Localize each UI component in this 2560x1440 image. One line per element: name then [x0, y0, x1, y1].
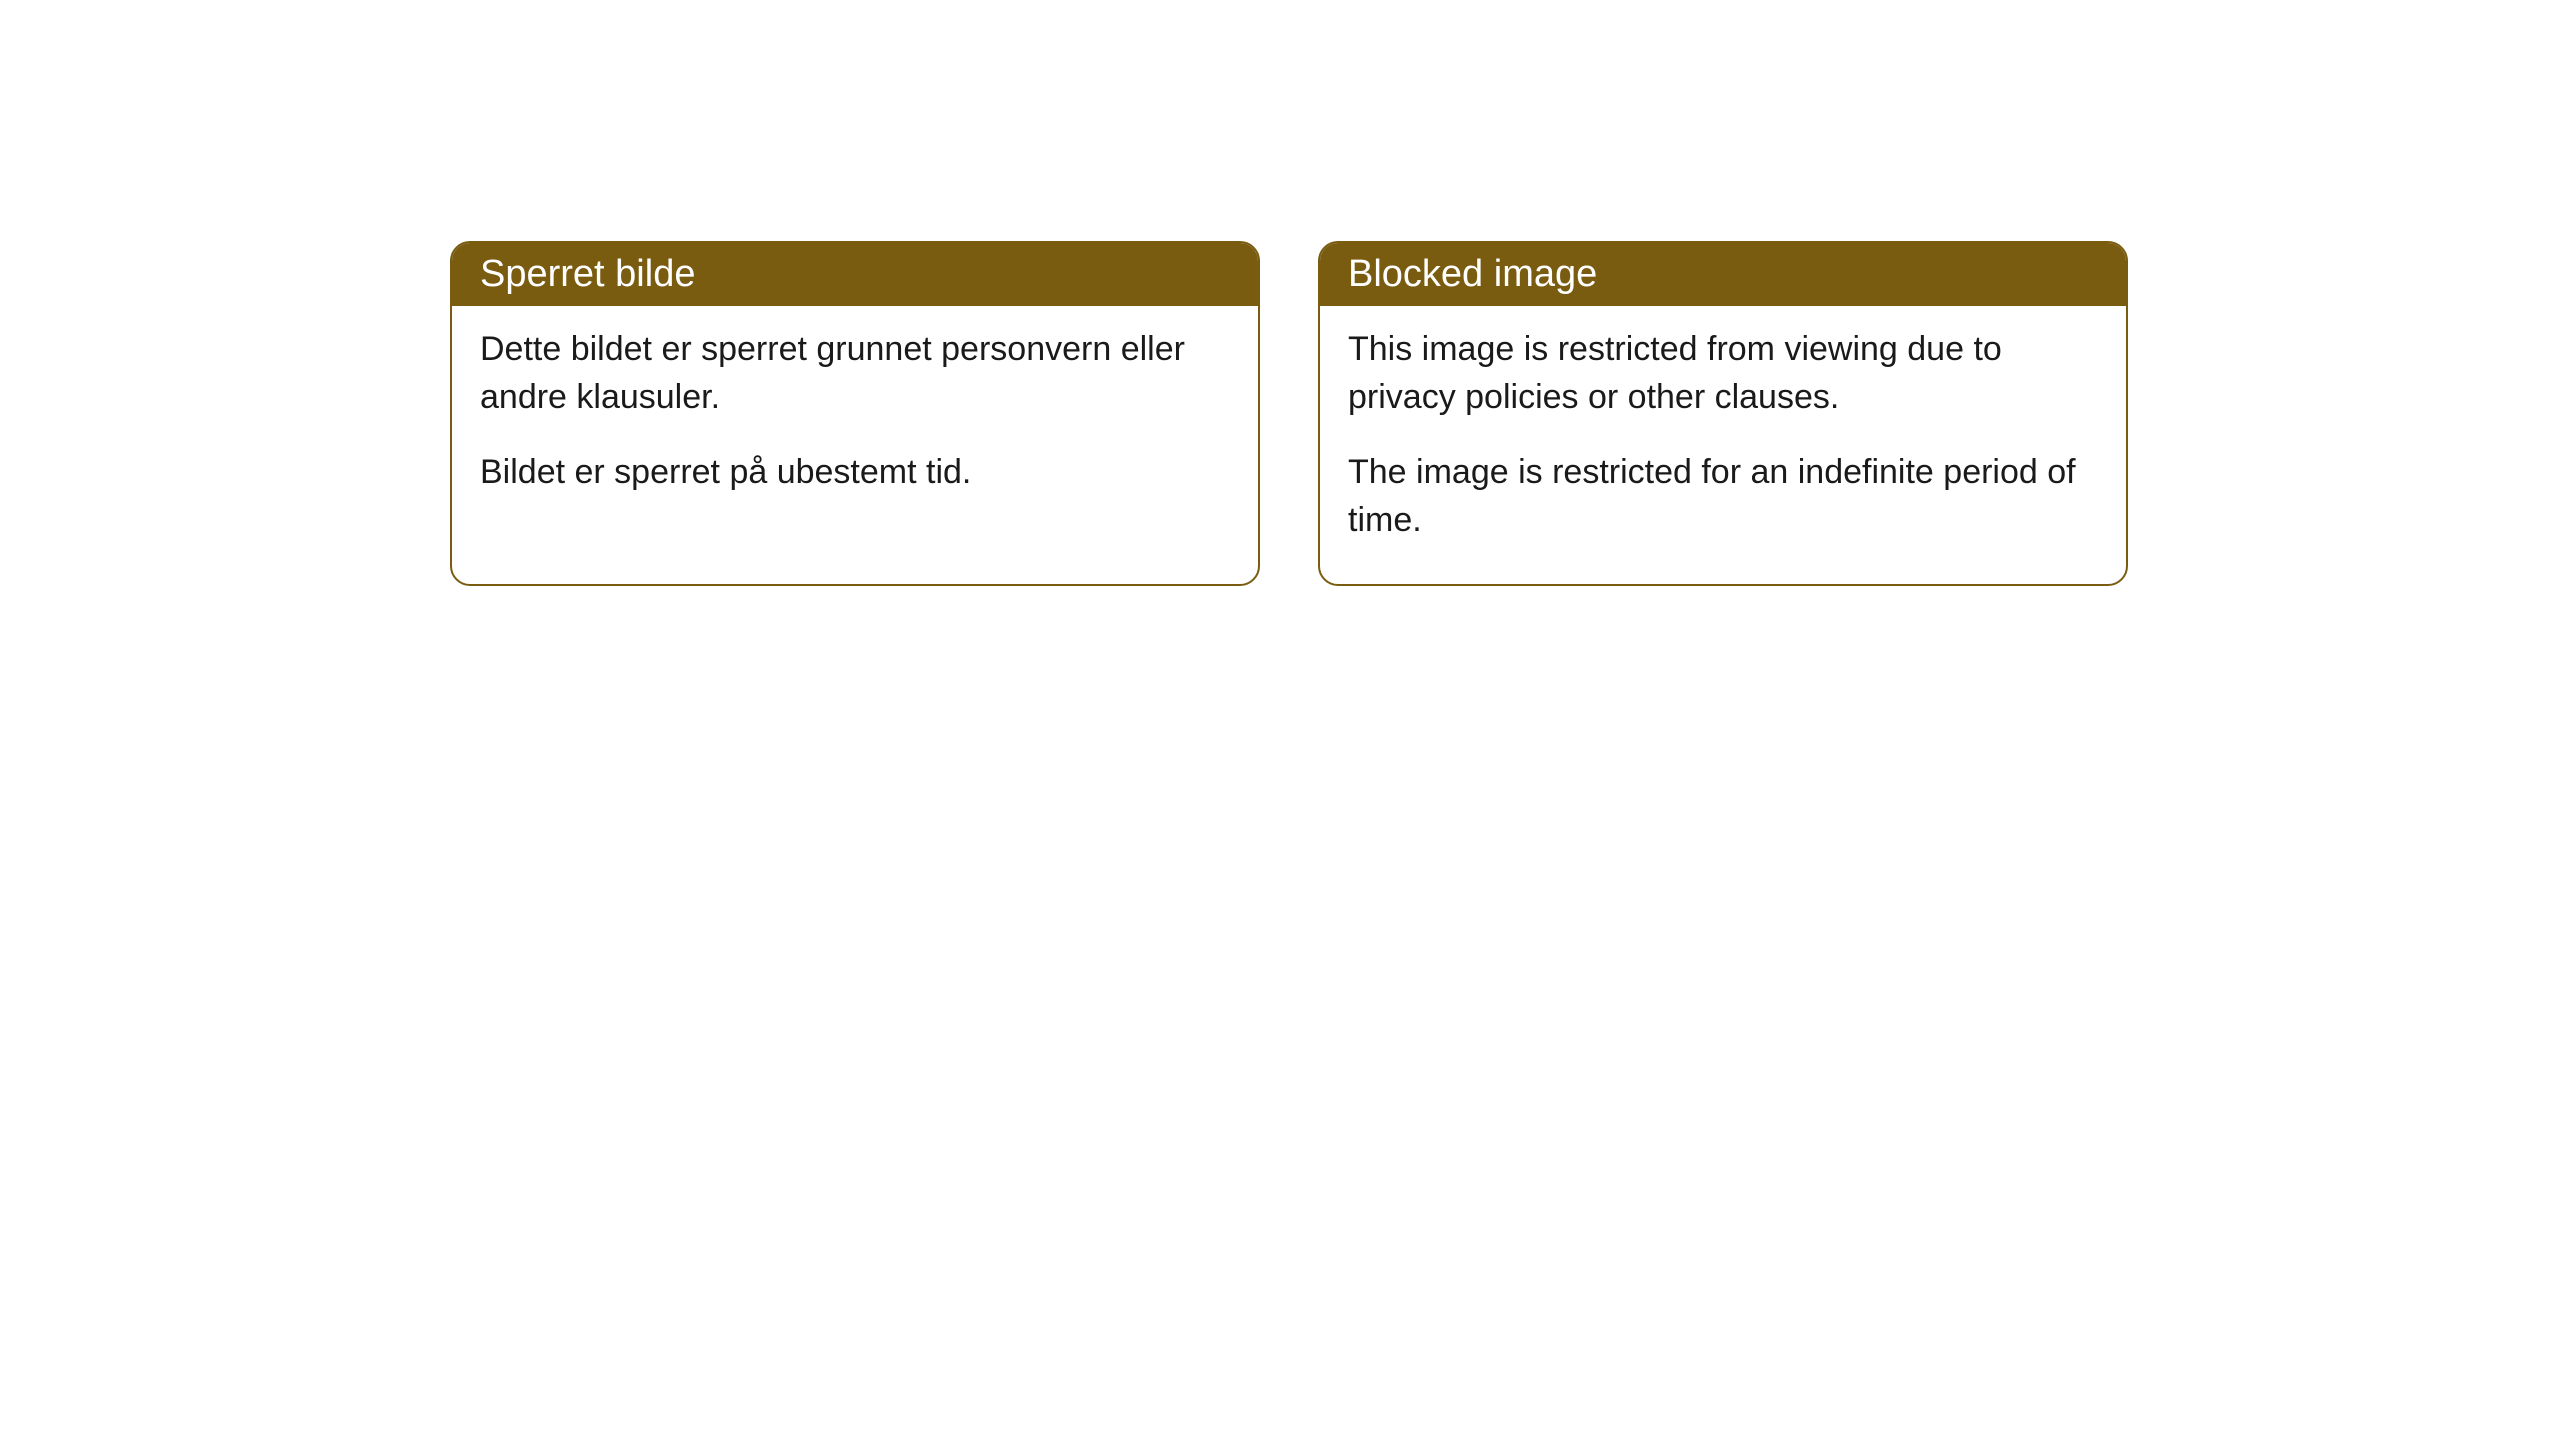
notice-header-norwegian: Sperret bilde — [452, 243, 1258, 306]
notice-title: Blocked image — [1348, 253, 1597, 295]
notice-card-english: Blocked image This image is restricted f… — [1318, 241, 2128, 586]
notice-paragraph: Bildet er sperret på ubestemt tid. — [480, 449, 1230, 497]
notice-title: Sperret bilde — [480, 253, 695, 295]
notice-body-norwegian: Dette bildet er sperret grunnet personve… — [452, 306, 1258, 537]
notice-paragraph: The image is restricted for an indefinit… — [1348, 449, 2098, 544]
notice-paragraph: Dette bildet er sperret grunnet personve… — [480, 326, 1230, 421]
notice-card-norwegian: Sperret bilde Dette bildet er sperret gr… — [450, 241, 1260, 586]
notice-cards-container: Sperret bilde Dette bildet er sperret gr… — [450, 241, 2128, 586]
notice-body-english: This image is restricted from viewing du… — [1320, 306, 2126, 584]
notice-header-english: Blocked image — [1320, 243, 2126, 306]
notice-paragraph: This image is restricted from viewing du… — [1348, 326, 2098, 421]
